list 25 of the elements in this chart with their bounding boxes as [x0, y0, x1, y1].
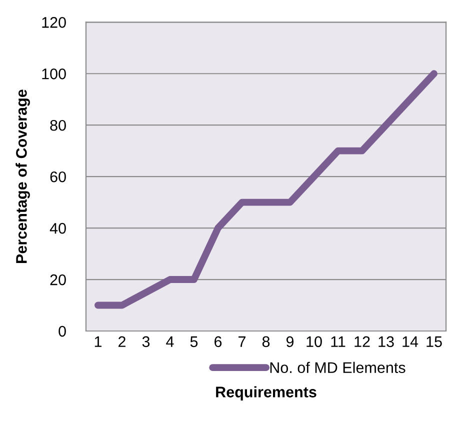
- x-tick-label: 6: [214, 336, 222, 348]
- x-tick-label: 4: [166, 336, 174, 347]
- x-axis-title: Requirements: [216, 386, 316, 400]
- x-tick-label: 9: [286, 336, 294, 348]
- y-tick-label: 0: [58, 326, 66, 337]
- x-tick-label: 11: [331, 336, 346, 347]
- x-tick-label: 3: [142, 336, 150, 348]
- y-tick-label: 120: [42, 17, 66, 28]
- y-tick-label: 60: [50, 171, 66, 182]
- x-tick-label: 2: [118, 336, 126, 347]
- x-tick-label: 13: [378, 336, 394, 348]
- x-tick-label: 10: [306, 336, 322, 348]
- x-tick-label: 7: [238, 336, 246, 347]
- x-tick-label: 1: [94, 336, 102, 347]
- x-tick-label: 5: [190, 336, 198, 348]
- y-tick-label: 100: [42, 68, 66, 80]
- legend-label: No. of MD Elements: [270, 362, 406, 374]
- x-tick-label: 14: [402, 336, 418, 347]
- y-tick-label: 80: [50, 120, 66, 131]
- x-tick-label: 12: [354, 336, 370, 347]
- x-tick-label: 15: [426, 336, 442, 348]
- x-tick-label: 8: [262, 336, 270, 348]
- y-tick-label: 40: [50, 222, 66, 234]
- y-axis-title: Percentage of Coverage: [16, 90, 30, 264]
- y-tick-label: 20: [50, 274, 66, 286]
